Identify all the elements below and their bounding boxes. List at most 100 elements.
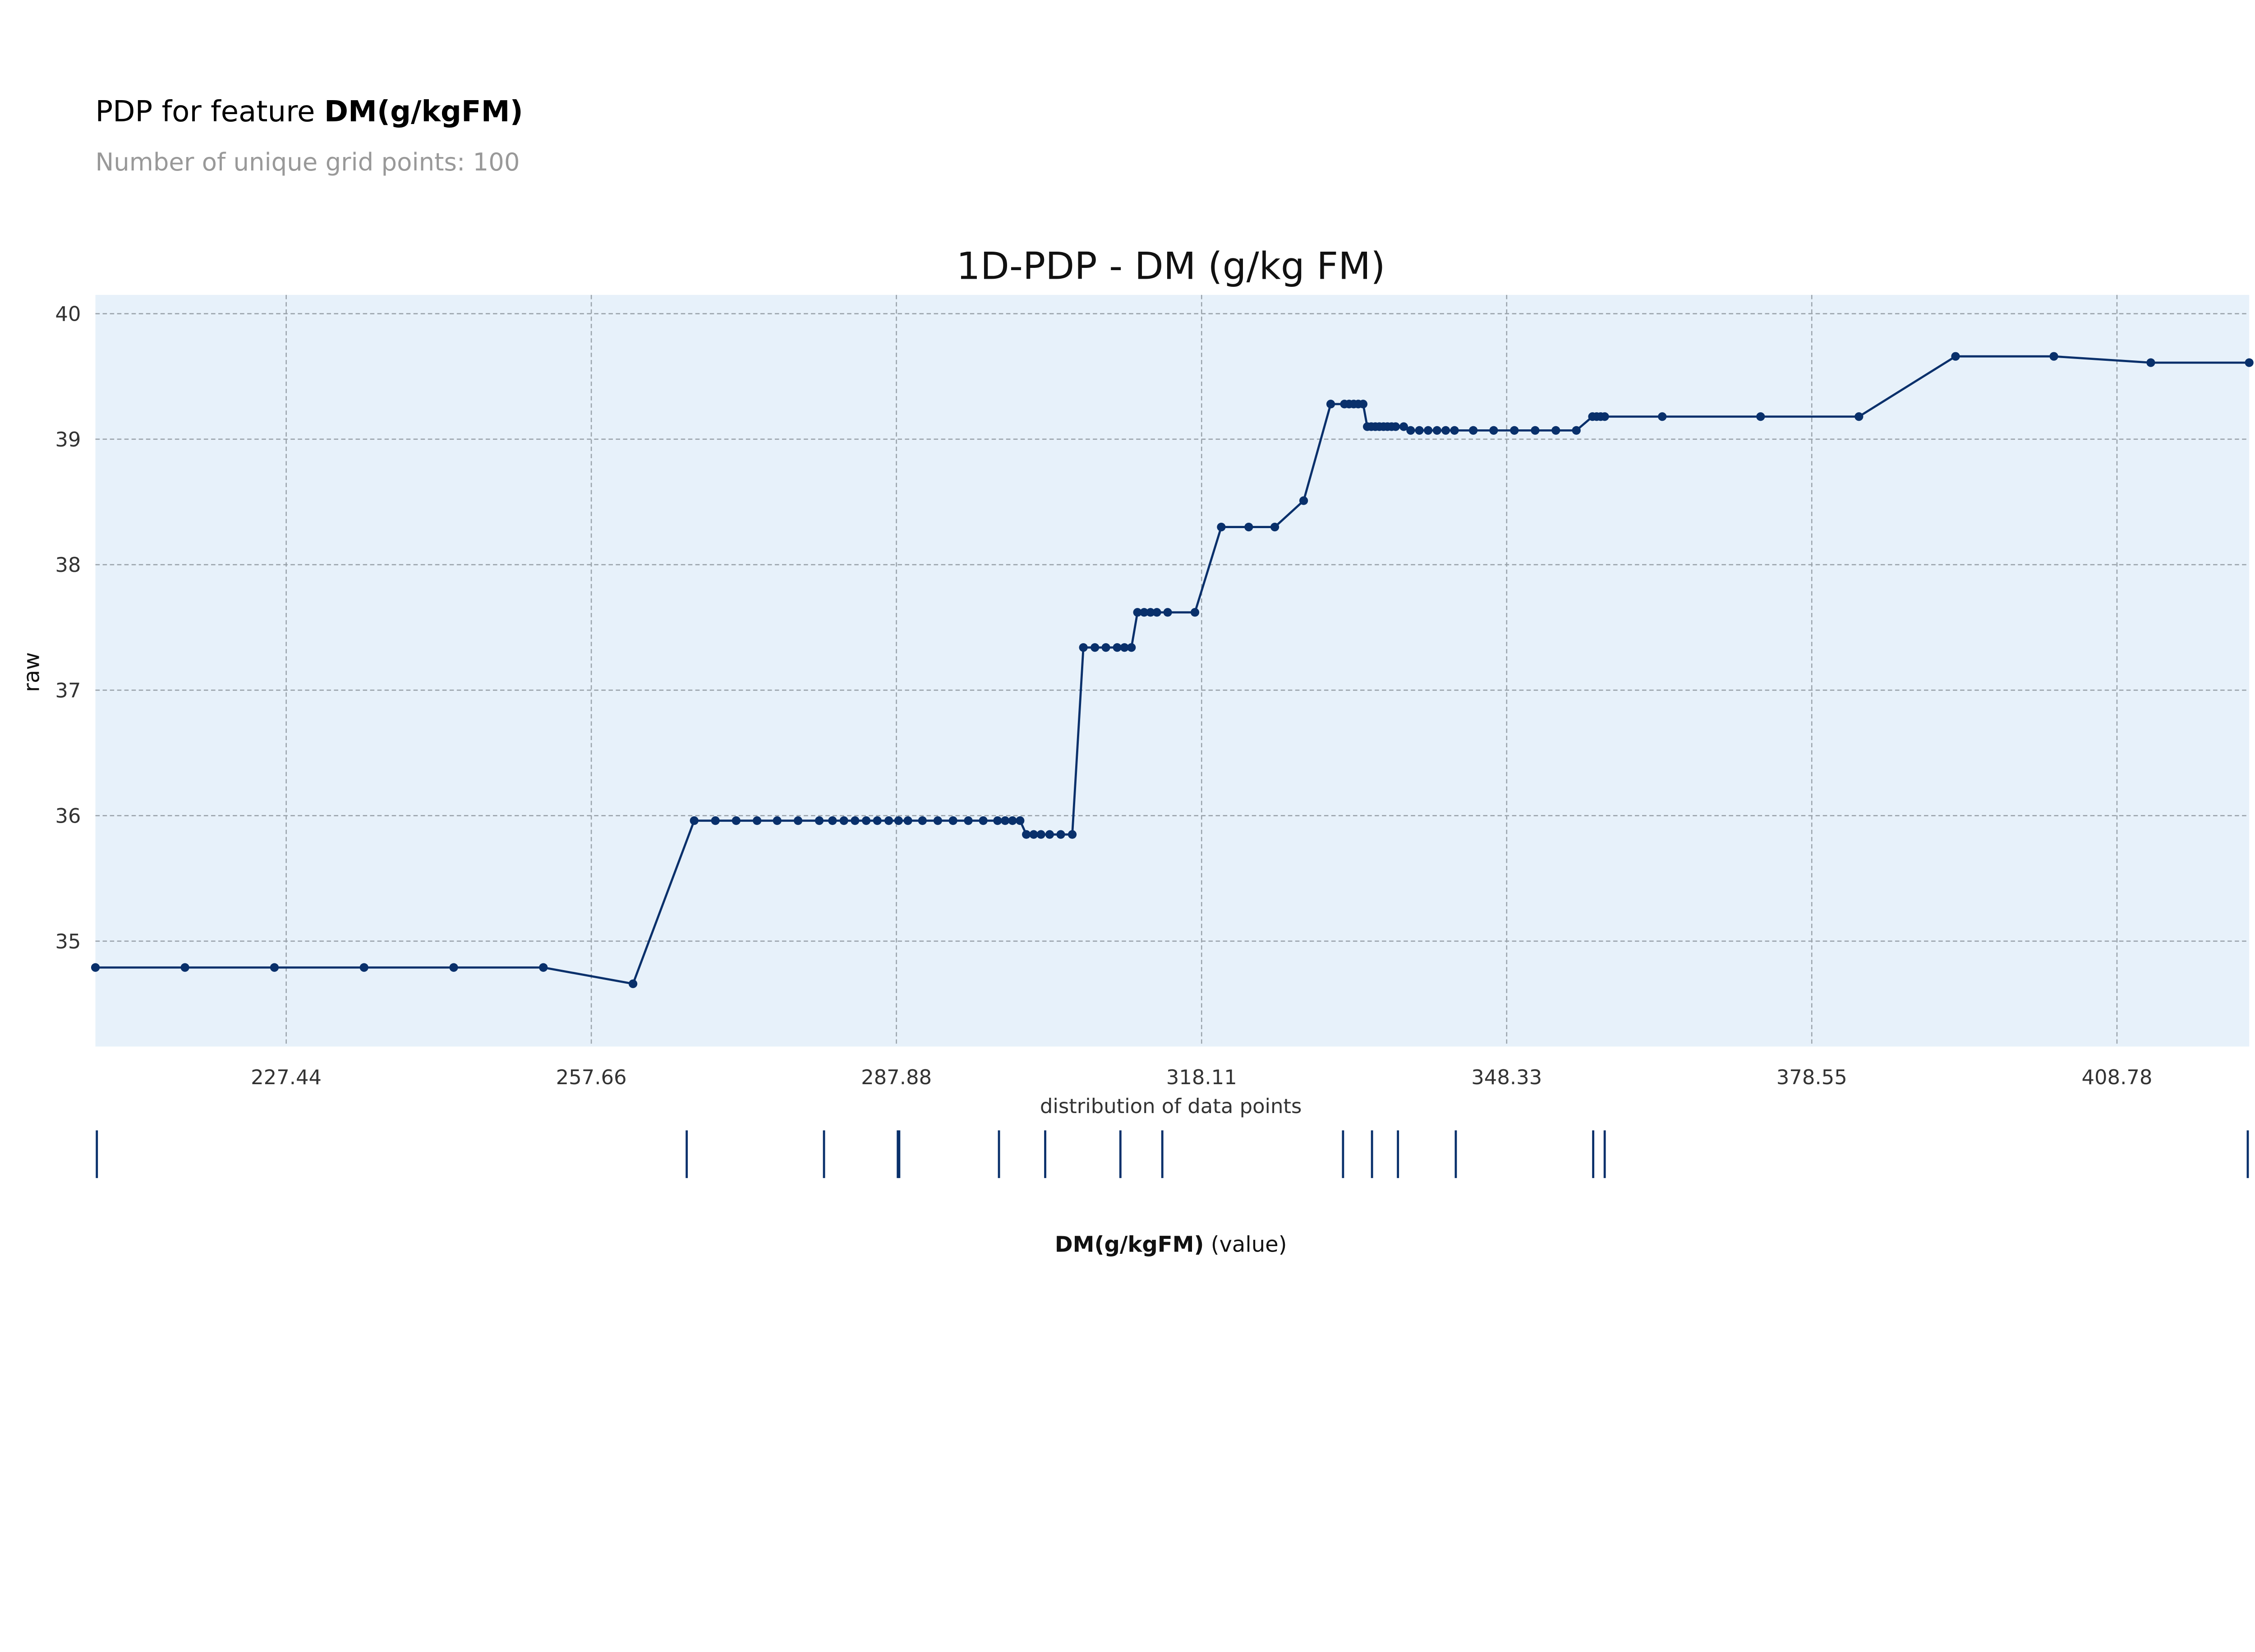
pdp-point bbox=[1133, 608, 1142, 617]
pdp-point bbox=[1022, 830, 1031, 839]
pdp-point bbox=[1423, 426, 1433, 435]
pdp-point bbox=[1008, 816, 1017, 825]
pdp-point bbox=[815, 816, 824, 825]
pdp-point bbox=[1152, 608, 1161, 617]
pdp-point bbox=[1120, 643, 1129, 652]
pdp-point bbox=[1068, 830, 1077, 839]
pdp-point bbox=[1489, 426, 1498, 435]
y-ticks: 35 36 37 38 39 40 bbox=[55, 302, 81, 953]
figure-subtitle: Number of unique grid points: 100 bbox=[96, 147, 520, 176]
pdp-point bbox=[993, 816, 1002, 825]
pdp-point bbox=[1415, 426, 1424, 435]
x-axis-label-suffix: (value) bbox=[1204, 1232, 1287, 1257]
pdp-point bbox=[1036, 830, 1045, 839]
pdp-point bbox=[1244, 522, 1253, 532]
pdp-point bbox=[1113, 643, 1122, 652]
pdp-point bbox=[1441, 426, 1450, 435]
pdp-point bbox=[1326, 400, 1335, 409]
pdp-point bbox=[449, 963, 458, 972]
pdp-point bbox=[1406, 426, 1415, 435]
pdp-point bbox=[1101, 643, 1110, 652]
rug-plot bbox=[96, 1130, 2249, 1178]
x-tick-label: 227.44 bbox=[251, 1065, 322, 1089]
pdp-point bbox=[839, 816, 848, 825]
pdp-point bbox=[1432, 426, 1441, 435]
pdp-point bbox=[862, 816, 871, 825]
pdp-point bbox=[948, 816, 957, 825]
pdp-point bbox=[628, 979, 638, 989]
pdp-point bbox=[732, 816, 741, 825]
x-axis-label-feature: DM(g/kgFM) bbox=[1055, 1232, 1204, 1257]
x-axis-label: DM(g/kgFM) (value) bbox=[1055, 1232, 1287, 1257]
pdp-point bbox=[1756, 412, 1765, 421]
pdp-point bbox=[918, 816, 927, 825]
pdp-figure: PDP for feature DM(g/kgFM) Number of uni… bbox=[19, 95, 2254, 1257]
pdp-point bbox=[2049, 352, 2058, 361]
x-tick-label: 378.55 bbox=[1776, 1065, 1847, 1089]
pdp-series bbox=[91, 352, 2254, 989]
pdp-point bbox=[903, 816, 912, 825]
pdp-point bbox=[828, 816, 837, 825]
y-tick-label: 36 bbox=[55, 804, 81, 828]
pdp-point bbox=[1079, 643, 1088, 652]
pdp-point bbox=[2245, 358, 2254, 367]
pdp-point bbox=[1391, 422, 1400, 431]
pdp-point bbox=[1001, 816, 1010, 825]
x-tick-label: 287.88 bbox=[861, 1065, 932, 1089]
pdp-point bbox=[359, 963, 368, 972]
x-tick-label: 348.33 bbox=[1471, 1065, 1542, 1089]
figure-title-feature: DM(g/kgFM) bbox=[324, 95, 523, 129]
pdp-point bbox=[1190, 608, 1200, 617]
pdp-point bbox=[180, 963, 189, 972]
figure-title-prefix: PDP for feature bbox=[96, 95, 324, 129]
pdp-point bbox=[873, 816, 882, 825]
pdp-point bbox=[1855, 412, 1864, 421]
pdp-point bbox=[1146, 608, 1155, 617]
y-tick-label: 37 bbox=[55, 678, 81, 702]
pdp-point bbox=[753, 816, 762, 825]
pdp-point bbox=[270, 963, 279, 972]
pdp-point bbox=[1469, 426, 1478, 435]
rug-title: distribution of data points bbox=[1040, 1094, 1302, 1118]
pdp-point bbox=[1299, 496, 1308, 505]
plot-area bbox=[95, 295, 2250, 1047]
pdp-point bbox=[1951, 352, 1960, 361]
pdp-point bbox=[964, 816, 973, 825]
pdp-point bbox=[884, 816, 893, 825]
pdp-point bbox=[2146, 358, 2155, 367]
pdp-point bbox=[979, 816, 988, 825]
pdp-point bbox=[933, 816, 942, 825]
pdp-point bbox=[1217, 522, 1226, 532]
figure-title: PDP for feature DM(g/kgFM) bbox=[96, 95, 523, 129]
y-tick-label: 40 bbox=[55, 302, 81, 326]
pdp-point bbox=[1163, 608, 1172, 617]
x-tick-label: 408.78 bbox=[2081, 1065, 2152, 1089]
pdp-point bbox=[1450, 426, 1459, 435]
pdp-point bbox=[1358, 400, 1368, 409]
pdp-point bbox=[1091, 643, 1100, 652]
pdp-point bbox=[1029, 830, 1038, 839]
chart-title: 1D-PDP - DM (g/kg FM) bbox=[957, 244, 1385, 288]
pdp-point bbox=[1399, 422, 1408, 431]
pdp-point bbox=[1056, 830, 1065, 839]
pdp-point bbox=[690, 816, 699, 825]
pdp-point bbox=[711, 816, 720, 825]
pdp-point bbox=[1658, 412, 1667, 421]
y-tick-label: 39 bbox=[55, 428, 81, 451]
pdp-point bbox=[1600, 412, 1609, 421]
y-tick-label: 38 bbox=[55, 553, 81, 577]
y-axis-label: raw bbox=[19, 652, 45, 692]
pdp-point bbox=[773, 816, 782, 825]
pdp-point bbox=[1510, 426, 1519, 435]
x-ticks: 227.44 257.66 287.88 318.11 348.33 378.55 408.… bbox=[251, 1065, 2152, 1089]
x-tick-label: 318.11 bbox=[1166, 1065, 1237, 1089]
pdp-point bbox=[91, 963, 100, 972]
pdp-point bbox=[1140, 608, 1149, 617]
pdp-point bbox=[793, 816, 803, 825]
y-tick-label: 35 bbox=[55, 930, 81, 953]
pdp-point bbox=[1045, 830, 1054, 839]
pdp-point bbox=[894, 816, 903, 825]
pdp-point bbox=[1551, 426, 1560, 435]
pdp-point bbox=[1531, 426, 1540, 435]
pdp-point bbox=[1127, 643, 1136, 652]
